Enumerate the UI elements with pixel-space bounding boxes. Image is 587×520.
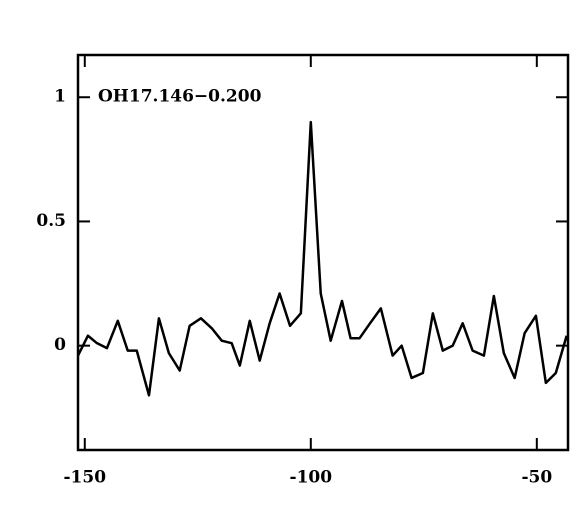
plot-frame	[76, 53, 570, 452]
y-tick-label: 1	[54, 87, 66, 107]
annotation: OH17.146−0.200	[98, 87, 262, 107]
y-tick-label: 0.5	[36, 211, 66, 231]
y-tick-label: 0	[54, 335, 66, 355]
x-tick-label: -150	[64, 468, 107, 488]
x-tick-label: -100	[290, 468, 333, 488]
x-tick-label: -50	[521, 468, 552, 488]
spectrum-line	[76, 120, 568, 397]
